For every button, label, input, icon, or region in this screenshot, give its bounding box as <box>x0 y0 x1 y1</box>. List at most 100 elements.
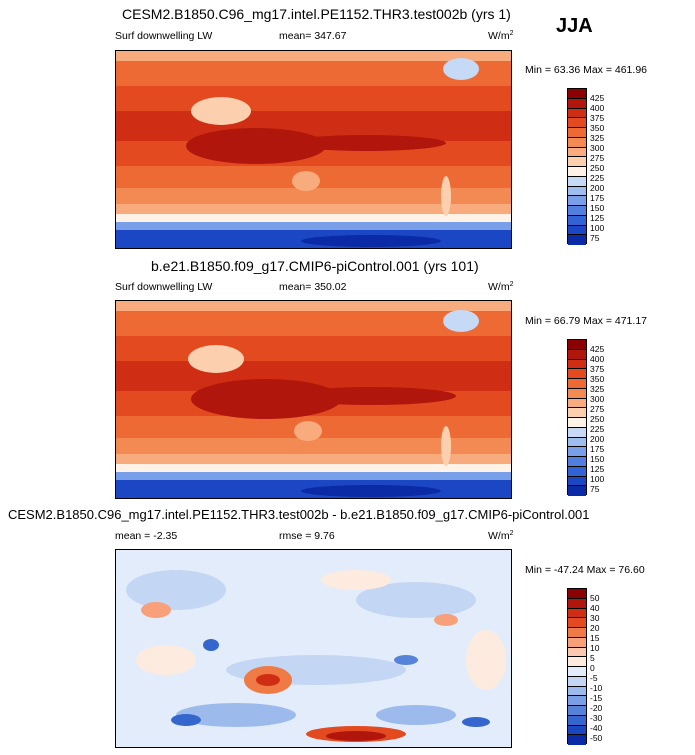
panel2-colorbar-labels: 425 400 375 350 325 300 275 250 225 200 … <box>590 344 604 494</box>
colorbar-swatch <box>568 686 586 697</box>
colorbar-label: 275 <box>590 404 605 414</box>
panel2-title: b.e21.B1850.f09_g17.CMIP6-piControl.001 … <box>151 258 479 274</box>
colorbar-label: -40 <box>590 723 603 733</box>
panel3-minmax: Min = -47.24 Max = 76.60 <box>525 564 645 576</box>
panel1-mean: mean= 347.67 <box>279 30 347 42</box>
colorbar-swatch <box>568 647 586 658</box>
panel3-units: W/m2 <box>488 530 514 542</box>
panel1-colorbar-labels: 425 400 375 350 325 300 275 250 225 200 … <box>590 93 604 243</box>
colorbar-label: 325 <box>590 133 605 143</box>
colorbar-swatch <box>568 137 586 148</box>
colorbar-swatch <box>568 128 586 138</box>
colorbar-swatch <box>568 388 586 399</box>
colorbar-swatch <box>568 340 586 350</box>
colorbar-label: 10 <box>590 643 600 653</box>
colorbar-label: 150 <box>590 203 605 213</box>
colorbar-swatch <box>568 725 586 736</box>
colorbar-label: 125 <box>590 464 605 474</box>
colorbar-label: -15 <box>590 693 603 703</box>
colorbar-swatch <box>568 176 586 187</box>
panel3-title: CESM2.B1850.C96_mg17.intel.PE1152.THR3.t… <box>8 507 590 522</box>
colorbar-swatch <box>568 457 586 467</box>
panel3-colorbar <box>567 588 587 745</box>
colorbar-swatch <box>568 157 586 167</box>
colorbar-swatch <box>568 696 586 706</box>
colorbar-label: 125 <box>590 213 605 223</box>
colorbar-swatch <box>568 706 586 716</box>
colorbar-label: 300 <box>590 394 605 404</box>
colorbar-label: 425 <box>590 93 605 103</box>
panel2-minmax: Min = 66.79 Max = 471.17 <box>525 315 647 327</box>
colorbar-swatch <box>568 349 586 360</box>
colorbar-label: 350 <box>590 374 605 384</box>
colorbar-swatch <box>568 186 586 197</box>
colorbar-label: 400 <box>590 103 605 113</box>
colorbar-label: 350 <box>590 123 605 133</box>
colorbar-swatch <box>568 379 586 389</box>
colorbar-label: 225 <box>590 173 605 183</box>
colorbar-swatch <box>568 598 586 609</box>
colorbar-label: -20 <box>590 703 603 713</box>
colorbar-label: -30 <box>590 713 603 723</box>
colorbar-label: 175 <box>590 193 605 203</box>
panel2-map <box>115 300 512 499</box>
colorbar-label: 50 <box>590 593 600 603</box>
colorbar-swatch <box>568 715 586 726</box>
panel3-colorbar-labels: 50 40 30 20 15 10 5 0 -5 -10 -15 -20 -30… <box>590 593 602 743</box>
colorbar-swatch <box>568 196 586 206</box>
panel3-mean: mean = -2.35 <box>115 530 178 542</box>
colorbar-swatch <box>568 476 586 487</box>
colorbar-label: 100 <box>590 223 605 233</box>
colorbar-swatch <box>568 398 586 409</box>
colorbar-label: -5 <box>590 673 598 683</box>
colorbar-label: 250 <box>590 163 605 173</box>
colorbar-swatch <box>568 628 586 638</box>
panel1-units: W/m2 <box>488 30 514 42</box>
colorbar-swatch <box>568 89 586 99</box>
colorbar-swatch <box>568 589 586 599</box>
season-label: JJA <box>556 15 593 37</box>
colorbar-swatch <box>568 408 586 418</box>
colorbar-label: 400 <box>590 354 605 364</box>
colorbar-swatch <box>568 676 586 687</box>
panel3-map <box>115 549 512 748</box>
colorbar-swatch <box>568 369 586 379</box>
colorbar-label: 300 <box>590 143 605 153</box>
colorbar-label: 30 <box>590 613 600 623</box>
colorbar-label: 40 <box>590 603 600 613</box>
colorbar-label: 275 <box>590 153 605 163</box>
colorbar-label: 200 <box>590 183 605 193</box>
colorbar-swatch <box>568 735 586 745</box>
colorbar-swatch <box>568 206 586 216</box>
colorbar-label: 325 <box>590 384 605 394</box>
colorbar-swatch <box>568 147 586 158</box>
colorbar-swatch <box>568 418 586 428</box>
colorbar-swatch <box>568 167 586 177</box>
colorbar-label: 5 <box>590 653 595 663</box>
panel2-variable: Surf downwelling LW <box>115 281 213 293</box>
panel1-minmax: Min = 63.36 Max = 461.96 <box>525 64 647 76</box>
colorbar-swatch <box>568 108 586 119</box>
colorbar-label: -10 <box>590 683 603 693</box>
colorbar-label: 375 <box>590 364 605 374</box>
colorbar-swatch <box>568 608 586 619</box>
colorbar-label: 375 <box>590 113 605 123</box>
colorbar-swatch <box>568 447 586 457</box>
colorbar-swatch <box>568 637 586 648</box>
colorbar-label: 0 <box>590 663 595 673</box>
colorbar-label: 20 <box>590 623 600 633</box>
colorbar-label: 75 <box>590 233 600 243</box>
colorbar-label: 15 <box>590 633 600 643</box>
panel3-rmse: rmse = 9.76 <box>279 530 335 542</box>
panel2-mean: mean= 350.02 <box>279 281 347 293</box>
colorbar-swatch <box>568 427 586 438</box>
colorbar-swatch <box>568 225 586 236</box>
panel1-colorbar <box>567 88 587 245</box>
colorbar-swatch <box>568 486 586 496</box>
colorbar-label: 175 <box>590 444 605 454</box>
colorbar-swatch <box>568 618 586 628</box>
panel1-variable: Surf downwelling LW <box>115 30 213 42</box>
colorbar-swatch <box>568 437 586 448</box>
colorbar-swatch <box>568 235 586 245</box>
panel1-map <box>115 50 512 249</box>
